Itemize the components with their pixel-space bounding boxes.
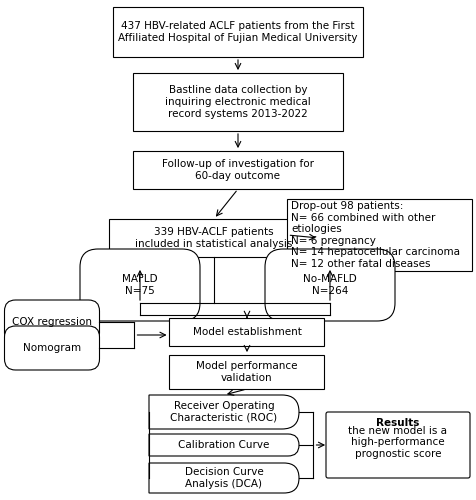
FancyBboxPatch shape	[169, 355, 324, 389]
FancyBboxPatch shape	[4, 326, 99, 370]
Text: Calibration Curve: Calibration Curve	[178, 440, 269, 450]
FancyBboxPatch shape	[113, 7, 362, 57]
Text: MAFLD
N=75: MAFLD N=75	[122, 274, 158, 296]
FancyBboxPatch shape	[4, 300, 99, 344]
Text: Nomogram: Nomogram	[23, 343, 81, 353]
Text: Results: Results	[376, 418, 419, 428]
FancyBboxPatch shape	[80, 249, 199, 321]
Text: 339 HBV-ACLF patients
included in statistical analysis: 339 HBV-ACLF patients included in statis…	[135, 227, 292, 249]
FancyBboxPatch shape	[325, 412, 469, 478]
FancyBboxPatch shape	[287, 199, 472, 271]
Text: 437 HBV-related ACLF patients from the First
Affiliated Hospital of Fujian Medic: 437 HBV-related ACLF patients from the F…	[118, 21, 357, 43]
FancyBboxPatch shape	[133, 151, 342, 189]
Text: Follow-up of investigation for
60-day outcome: Follow-up of investigation for 60-day ou…	[162, 159, 313, 181]
Text: No-MAFLD
N=264: No-MAFLD N=264	[302, 274, 356, 296]
FancyBboxPatch shape	[265, 249, 394, 321]
PathPatch shape	[149, 395, 298, 429]
PathPatch shape	[149, 463, 298, 493]
Text: Decision Curve
Analysis (DCA): Decision Curve Analysis (DCA)	[184, 467, 263, 489]
Text: Model establishment: Model establishment	[192, 327, 301, 337]
FancyBboxPatch shape	[109, 219, 318, 257]
Text: the new model is a
high-performance
prognostic score: the new model is a high-performance prog…	[348, 426, 446, 458]
Text: COX regression: COX regression	[12, 317, 92, 327]
Text: Receiver Operating
Characteristic (ROC): Receiver Operating Characteristic (ROC)	[170, 401, 277, 423]
FancyBboxPatch shape	[133, 73, 342, 131]
Text: Bastline data collection by
inquiring electronic medical
record systems 2013-202: Bastline data collection by inquiring el…	[165, 86, 310, 118]
Text: Model performance
validation: Model performance validation	[196, 361, 297, 383]
PathPatch shape	[149, 434, 298, 456]
FancyBboxPatch shape	[169, 318, 324, 346]
Text: Drop-out 98 patients:
N= 66 combined with other
etiologies
N= 6 pregnancy
N= 14 : Drop-out 98 patients: N= 66 combined wit…	[291, 201, 459, 269]
